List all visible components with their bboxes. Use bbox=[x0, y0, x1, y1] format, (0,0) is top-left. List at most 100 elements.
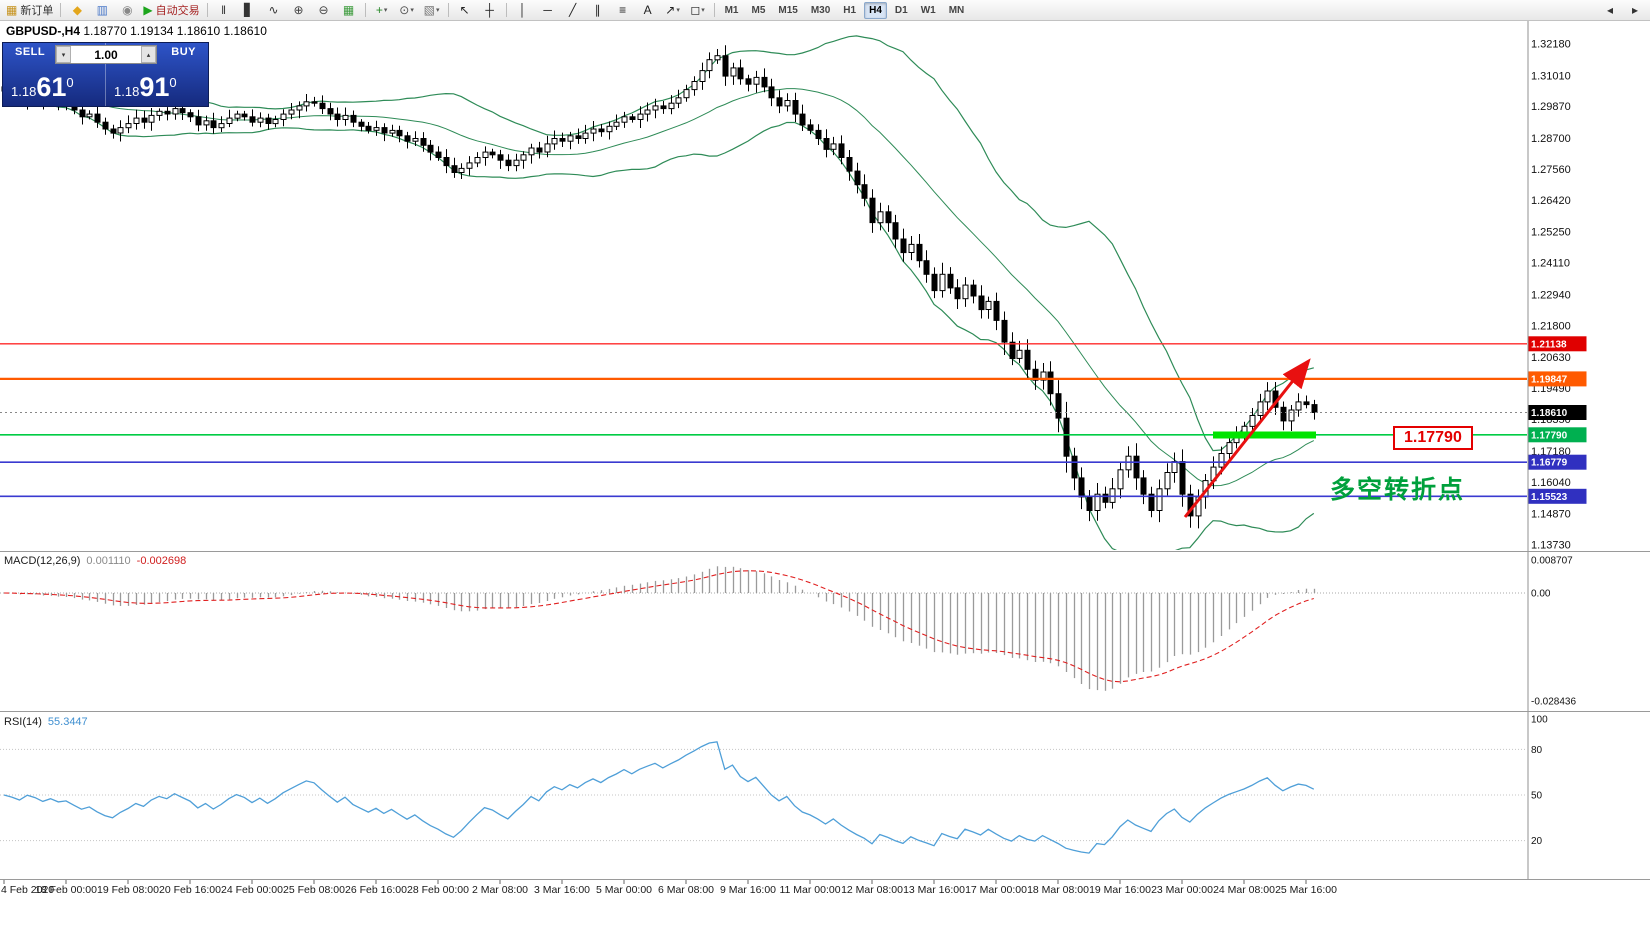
buy-label: BUY bbox=[171, 46, 196, 58]
data-window-icon[interactable]: ◉ bbox=[115, 0, 139, 20]
timeframe-m15[interactable]: M15 bbox=[778, 4, 798, 16]
crosshair-icon: ┼ bbox=[485, 3, 494, 17]
candle-body bbox=[1055, 393, 1062, 419]
horizontal-line-icon[interactable]: ─ bbox=[536, 0, 560, 20]
charts-window-icon[interactable]: ▥ bbox=[90, 0, 114, 20]
auto-trading-icon: ▶ bbox=[143, 3, 153, 17]
main-chart-panel[interactable] bbox=[0, 35, 1527, 559]
shapes-icon[interactable]: ◻ ▾ bbox=[686, 0, 710, 20]
channel-icon[interactable]: ∥ bbox=[586, 0, 610, 20]
fibonacci-icon[interactable]: ≡ bbox=[611, 0, 635, 20]
candle-body bbox=[1094, 493, 1101, 512]
candle-body bbox=[1133, 455, 1140, 479]
timeframe-d1[interactable]: D1 bbox=[894, 4, 908, 16]
candle-body bbox=[536, 147, 543, 153]
text-icon[interactable]: A bbox=[636, 0, 660, 20]
rsi-panel[interactable] bbox=[0, 741, 1527, 854]
toolbar-separator bbox=[60, 3, 62, 17]
buy-button[interactable]: BUY 1.18910 bbox=[105, 43, 208, 106]
candle-body bbox=[830, 143, 837, 150]
timeframe-h1[interactable]: H1 bbox=[843, 4, 857, 16]
scroll-left-icon[interactable]: ◂ bbox=[1606, 3, 1614, 17]
price-tick-label: 1.28700 bbox=[1531, 133, 1571, 145]
templates-icon[interactable]: ▧ ▾ bbox=[420, 0, 444, 20]
timeframe-mn[interactable]: MN bbox=[948, 4, 965, 16]
candle-body bbox=[1032, 368, 1039, 381]
candle-body bbox=[311, 101, 318, 104]
zoom-out-icon: ⊖ bbox=[318, 3, 329, 17]
zoom-in-icon[interactable]: ⊕ bbox=[287, 0, 311, 20]
cursor-icon[interactable]: ↖ bbox=[453, 0, 477, 20]
price-tick-label: 1.31010 bbox=[1531, 70, 1571, 82]
time-label: 17 Mar 00:00 bbox=[965, 884, 1027, 896]
scroll-right-icon[interactable]: ▸ bbox=[1631, 3, 1639, 17]
arrows-icon[interactable]: ↗ ▾ bbox=[661, 0, 685, 20]
candle-body bbox=[815, 129, 822, 139]
macd-panel[interactable] bbox=[0, 566, 1527, 691]
candle-body bbox=[94, 113, 101, 123]
volume-input[interactable]: ▾ 1.00 ▴ bbox=[55, 45, 157, 64]
toolbar-separator bbox=[447, 3, 449, 17]
candle-body bbox=[776, 97, 783, 107]
line-chart-icon[interactable]: ∿ bbox=[262, 0, 286, 20]
caret-icon: ▾ bbox=[410, 7, 414, 14]
crosshair-icon[interactable]: ┼ bbox=[478, 0, 502, 20]
candle-body bbox=[179, 108, 186, 114]
timeframe-m5[interactable]: M5 bbox=[751, 4, 766, 16]
candle-body bbox=[1288, 409, 1295, 422]
timeframe-w1[interactable]: W1 bbox=[920, 4, 936, 16]
candle-body bbox=[1063, 417, 1070, 457]
candle-body bbox=[226, 117, 233, 124]
macd-title: MACD(12,26,9) 0.001110 -0.002698 bbox=[4, 555, 187, 567]
candle-body bbox=[1086, 496, 1093, 511]
candle-body bbox=[660, 105, 667, 110]
price-tag-1.16779-bg bbox=[1528, 454, 1587, 470]
caret-icon: ▾ bbox=[701, 7, 705, 14]
timeframe-m1[interactable]: M1 bbox=[724, 4, 739, 16]
candle-body bbox=[125, 123, 132, 129]
indicators-icon[interactable]: + ▾ bbox=[370, 0, 394, 20]
candle-body bbox=[482, 151, 489, 159]
trendline-icon[interactable]: ╱ bbox=[561, 0, 585, 20]
bullish-arrow[interactable] bbox=[1183, 358, 1311, 518]
turning-point-note[interactable]: 多空转折点 bbox=[1330, 476, 1466, 504]
bars-chart-icon[interactable]: ‖ bbox=[212, 0, 236, 20]
market-watch-icon: ◆ bbox=[72, 3, 82, 17]
volume-increase-icon[interactable]: ▴ bbox=[141, 46, 156, 63]
periods-icon[interactable]: ⊙ ▾ bbox=[395, 0, 419, 20]
candle-body bbox=[327, 108, 334, 115]
auto-trading-button[interactable]: ▶ 自动交易 bbox=[140, 0, 202, 20]
candle-body bbox=[420, 138, 427, 146]
zoom-out-icon[interactable]: ⊖ bbox=[312, 0, 336, 20]
new-order-button[interactable]: ▦ 新订单 bbox=[3, 0, 56, 20]
price-tick-label: 1.24110 bbox=[1531, 258, 1570, 270]
volume-decrease-icon[interactable]: ▾ bbox=[56, 46, 71, 63]
market-watch-icon[interactable]: ◆ bbox=[65, 0, 89, 20]
one-click-trading-panel: SELL 1.18610 BUY 1.18910 ▾ 1.00 ▴ bbox=[2, 42, 209, 107]
candle-body bbox=[102, 121, 109, 130]
candle-body bbox=[1164, 472, 1171, 490]
candle-body bbox=[172, 108, 179, 115]
timeframe-m30[interactable]: M30 bbox=[810, 4, 831, 16]
chart-title: GBPUSD-,H4 1.18770 1.19134 1.18610 1.186… bbox=[6, 24, 267, 38]
timeframe-h4[interactable]: H4 bbox=[864, 1, 887, 19]
sell-button[interactable]: SELL 1.18610 bbox=[3, 43, 105, 106]
price-axis[interactable]: 1.32180 1.31010 1.29870 1.28700 1.27560 1.264… bbox=[1527, 21, 1587, 879]
candle-body bbox=[1303, 401, 1310, 406]
channel-icon: ∥ bbox=[594, 3, 601, 17]
shapes-icon: ◻ bbox=[690, 3, 701, 17]
candle-body bbox=[637, 113, 644, 120]
candlestick-chart-icon[interactable]: ▋ bbox=[237, 0, 261, 20]
price-tag-1.15523-bg bbox=[1528, 488, 1587, 504]
time-label: 3 Mar 16:00 bbox=[534, 884, 590, 896]
candle-body bbox=[675, 97, 682, 104]
vertical-line-icon[interactable]: │ bbox=[511, 0, 535, 20]
candle-body bbox=[978, 295, 985, 311]
candle-body bbox=[730, 67, 737, 77]
price-callout-label[interactable]: 1.17790 bbox=[1393, 426, 1473, 450]
candle-body bbox=[823, 138, 830, 150]
candle-body bbox=[1009, 341, 1016, 360]
candle-body bbox=[505, 159, 512, 167]
tile-windows-icon[interactable]: ▦ bbox=[337, 0, 361, 20]
